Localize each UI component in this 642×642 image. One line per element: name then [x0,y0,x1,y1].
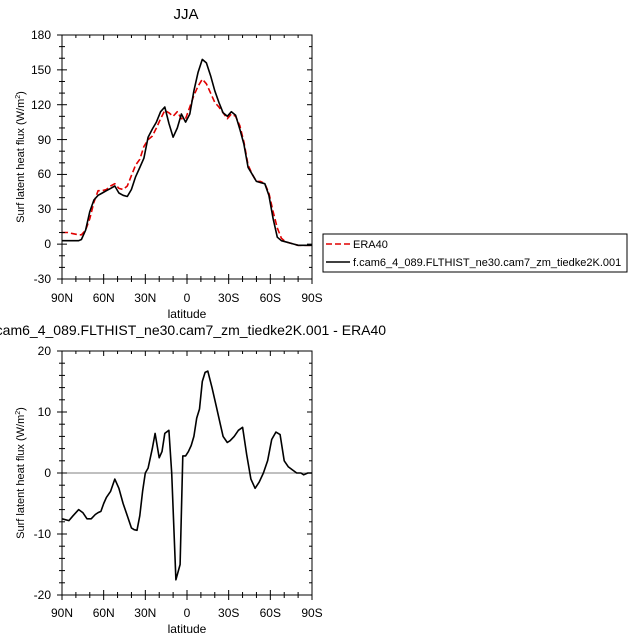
chart-bottom-title: f.cam6_4_089.FLTHIST_ne30.cam7_zm_tiedke… [0,322,386,338]
legend-frame [322,233,628,273]
chart-top-y-tick-label: 150 [31,63,51,77]
chart-top-y-axis-label: Surf latent heat flux (W/m2) [15,91,27,223]
chart-top-y-tick-label: 60 [38,167,52,181]
chart-top-y-tick-label: -30 [34,272,52,286]
chart-top-title: JJA [173,6,198,23]
chart-top-x-tick-label: 30S [218,291,239,305]
chart-bottom-x-tick-label: 60S [260,606,281,620]
chart-bottom-x-tick-label: 90S [301,606,322,620]
chart-top-y-axis-label-tail: ) [15,91,27,95]
chart-top-y-tick-label: 30 [38,202,52,216]
chart-top-y-axis-label-main: Surf latent heat flux (W/m [15,99,27,223]
chart-top-x-tick-label: 60N [93,291,115,305]
chart-bottom-series-line-0 [61,370,312,581]
chart-top-x-tick-labels: 90N 60N 30N 0 30S 60S 90S [51,291,323,305]
chart-bottom-y-tick-label: -10 [34,527,52,541]
chart-top-x-tick-label: 90N [51,291,73,305]
chart-top-y-tick-label: 180 [31,28,51,42]
chart-top-x-tick-label: 0 [184,291,191,305]
chart-bottom-x-tick-label: 30N [134,606,156,620]
chart-bottom-series-layer [61,370,312,581]
chart-top-ticks [57,34,313,284]
chart-bottom-y-tick-label: -20 [34,588,52,602]
chart-bottom-y-tick-label: 20 [38,344,52,358]
legend-label-model: f.cam6_4_089.FLTHIST_ne30.cam7_zm_tiedke… [353,257,621,269]
chart-bottom-y-axis-label-tail: ) [15,407,27,411]
chart-top-y-axis-label-sup: 2 [15,95,22,99]
chart-top-x-axis-label: latitude [168,307,207,321]
chart-top-x-tick-label: 60S [260,291,281,305]
chart-bottom-y-tick-label: 0 [44,466,51,480]
chart-top: JJA 90N 60N 30N 0 30S 60S 90S -30 0 30 6… [15,6,628,321]
chart-bottom-x-tick-label: 0 [184,606,191,620]
chart-bottom: f.cam6_4_089.FLTHIST_ne30.cam7_zm_tiedke… [0,322,386,636]
legend-label-era40: ERA40 [353,239,388,251]
chart-bottom-y-axis-label-sup: 2 [15,411,22,415]
chart-bottom-x-tick-label: 90N [51,606,73,620]
chart-bottom-ticks [57,350,313,600]
chart-top-y-tick-label: 0 [44,237,51,251]
chart-bottom-x-tick-label: 30S [218,606,239,620]
chart-bottom-x-tick-labels: 90N 60N 30N 0 30S 60S 90S [51,606,323,620]
chart-top-y-tick-labels: -30 0 30 60 90 120 150 180 [31,28,51,286]
chart-top-y-tick-label: 120 [31,98,51,112]
chart-bottom-y-tick-labels: -20 -10 0 10 20 [34,344,52,602]
chart-bottom-y-tick-label: 10 [38,405,52,419]
chart-top-x-tick-label: 90S [301,291,322,305]
chart-top-y-tick-label: 90 [38,133,52,147]
chart-top-legend: ERA40 f.cam6_4_089.FLTHIST_ne30.cam7_zm_… [322,233,628,273]
chart-bottom-x-axis-label: latitude [168,622,207,636]
chart-top-x-tick-label: 30N [134,291,156,305]
chart-top-series-line-1 [62,58,312,247]
chart-bottom-y-axis-label: Surf latent heat flux (W/m2) [15,407,27,539]
chart-bottom-x-tick-label: 60N [93,606,115,620]
chart-top-series-layer [62,58,312,247]
chart-bottom-y-axis-label-main: Surf latent heat flux (W/m [15,415,27,539]
